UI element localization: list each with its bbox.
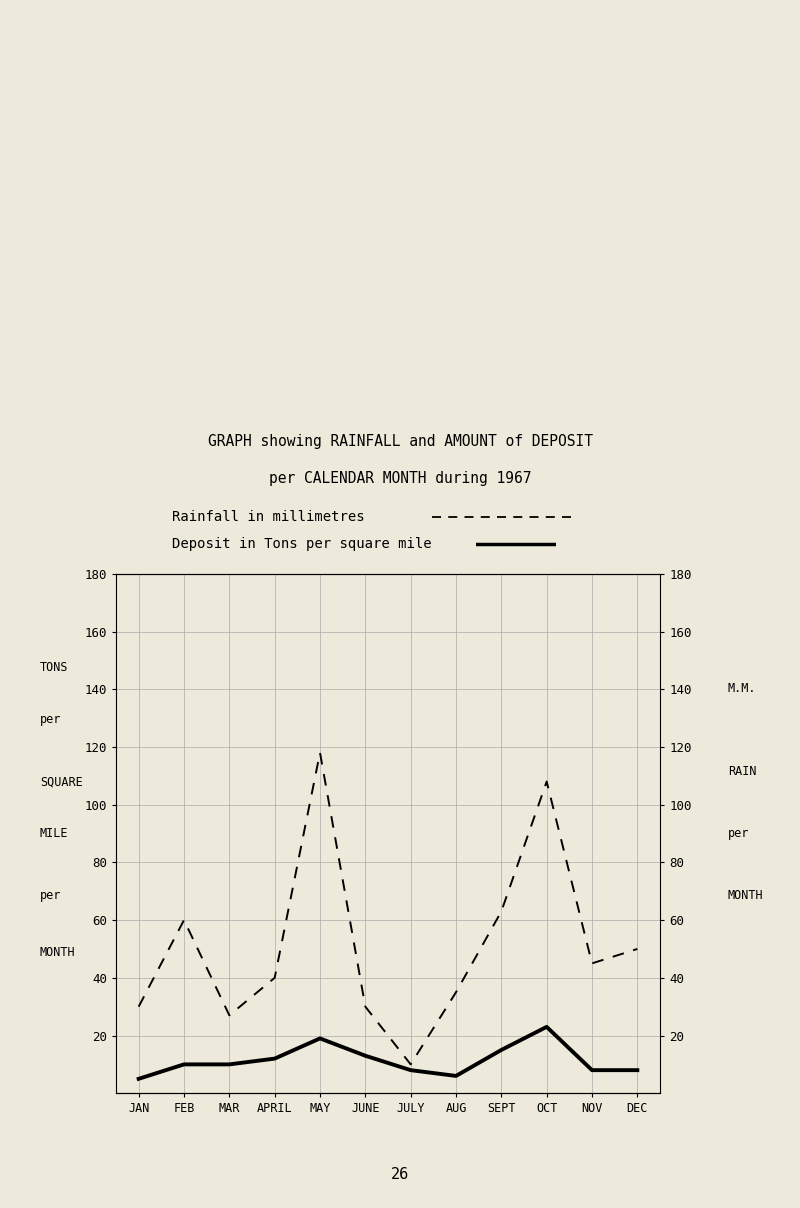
- Text: MONTH: MONTH: [728, 889, 764, 902]
- Text: per: per: [40, 889, 62, 902]
- Text: SQUARE: SQUARE: [40, 776, 82, 788]
- Text: M.M.: M.M.: [728, 681, 757, 695]
- Text: TONS: TONS: [40, 661, 69, 674]
- Text: per: per: [40, 713, 62, 726]
- Text: per: per: [728, 827, 750, 840]
- Text: MILE: MILE: [40, 827, 69, 840]
- Text: MONTH: MONTH: [40, 947, 76, 959]
- Text: Deposit in Tons per square mile: Deposit in Tons per square mile: [172, 536, 432, 551]
- Text: GRAPH showing RAINFALL and AMOUNT of DEPOSIT: GRAPH showing RAINFALL and AMOUNT of DEP…: [207, 435, 593, 449]
- Text: 26: 26: [391, 1167, 409, 1181]
- Text: per CALENDAR MONTH during 1967: per CALENDAR MONTH during 1967: [269, 471, 531, 486]
- Text: RAIN: RAIN: [728, 765, 757, 778]
- Text: Rainfall in millimetres: Rainfall in millimetres: [172, 510, 365, 524]
